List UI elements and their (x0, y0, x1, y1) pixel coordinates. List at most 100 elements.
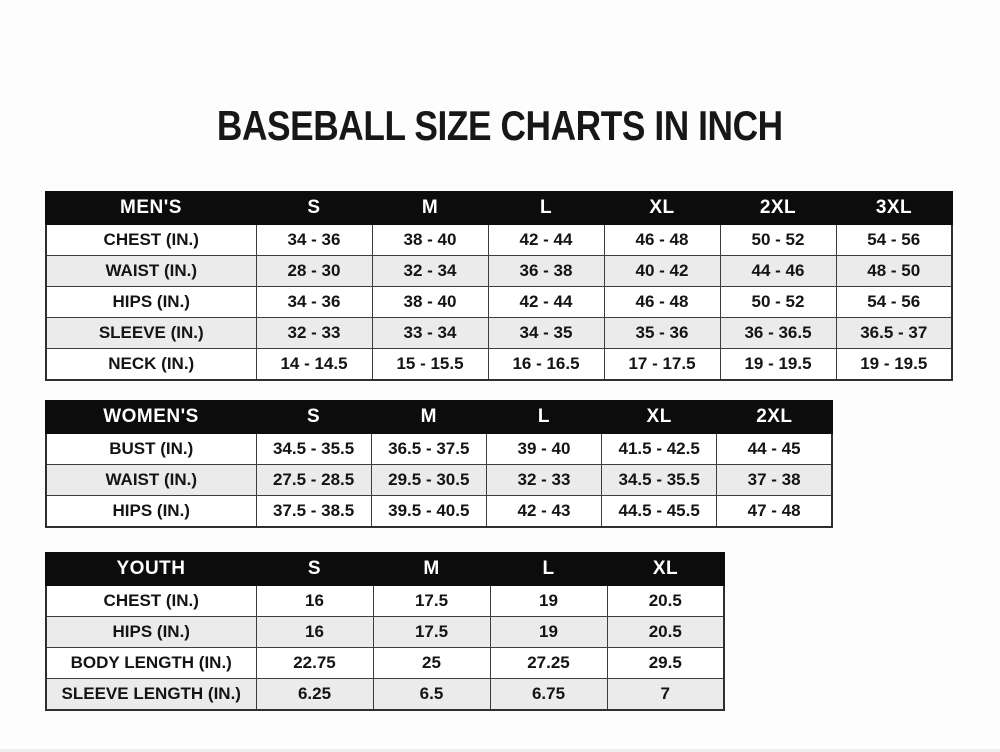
value-cell: 36.5 - 37.5 (370, 432, 487, 465)
value-cell: 36 - 38 (487, 255, 605, 287)
size-header-cell: S (255, 191, 373, 225)
value-cell: 15 - 15.5 (371, 348, 489, 381)
table-row: NECK (IN.) 14 - 14.5 15 - 15.5 16 - 16.5 17 … (45, 348, 953, 381)
value-cell: 27.25 (489, 647, 608, 679)
value-cell: 19 - 19.5 (835, 348, 953, 381)
value-cell: 54 - 56 (835, 286, 953, 318)
value-cell: 28 - 30 (255, 255, 373, 287)
size-header-cell: XL (603, 191, 721, 225)
mens-header-row: MEN'S S M L XL 2XL 3XL (45, 191, 953, 225)
size-header-cell: M (370, 400, 488, 434)
value-cell: 46 - 48 (603, 286, 721, 318)
row-label-cell: HIPS (IN.) (45, 495, 257, 528)
size-header-cell: L (489, 552, 608, 586)
table-row: HIPS (IN.) 37.5 - 38.5 39.5 - 40.5 42 - 43 4… (45, 495, 833, 528)
value-cell: 48 - 50 (835, 255, 953, 287)
mens-size-table: MEN'S S M L XL 2XL 3XL CHEST (IN.) 34 - 36 38 - 4… (45, 191, 953, 381)
table-row: CHEST (IN.) 34 - 36 38 - 40 42 - 44 46 - 48 5… (45, 223, 953, 256)
value-cell: 54 - 56 (835, 223, 953, 256)
table-row: SLEEVE (IN.) 32 - 33 33 - 34 34 - 35 35 - 36… (45, 317, 953, 349)
row-label-cell: BUST (IN.) (45, 432, 257, 465)
size-header-cell: M (372, 552, 491, 586)
value-cell: 42 - 44 (487, 286, 605, 318)
value-cell: 19 - 19.5 (719, 348, 837, 381)
table-row: HIPS (IN.) 16 17.5 19 20.5 (45, 616, 725, 648)
value-cell: 17.5 (372, 616, 491, 648)
row-label-cell: SLEEVE LENGTH (IN.) (45, 678, 257, 711)
table-row: CHEST (IN.) 16 17.5 19 20.5 (45, 584, 725, 617)
value-cell: 32 - 33 (485, 464, 603, 496)
youth-size-table: YOUTH S M L XL CHEST (IN.) 16 17.5 19 20.5 HIPS (I… (45, 552, 725, 711)
size-header-cell: L (487, 191, 605, 225)
value-cell: 29.5 (606, 647, 725, 679)
value-cell: 34 - 35 (487, 317, 605, 349)
value-cell: 37 - 38 (716, 464, 833, 496)
womens-table-title-cell: WOMEN'S (45, 400, 257, 434)
table-row: WAIST (IN.) 27.5 - 28.5 29.5 - 30.5 32 - 33… (45, 464, 833, 496)
table-row: SLEEVE LENGTH (IN.) 6.25 6.5 6.75 7 (45, 678, 725, 711)
value-cell: 38 - 40 (371, 223, 489, 256)
value-cell: 39.5 - 40.5 (370, 495, 487, 528)
womens-header-row: WOMEN'S S M L XL 2XL (45, 400, 834, 434)
row-label-cell: HIPS (IN.) (45, 616, 257, 648)
value-cell: 50 - 52 (719, 286, 837, 318)
page-title: BASEBALL SIZE CHARTS IN INCH (0, 102, 1000, 150)
size-header-cell: XL (600, 400, 718, 434)
value-cell: 36.5 - 37 (835, 317, 953, 349)
table-row: WAIST (IN.) 28 - 30 32 - 34 36 - 38 40 - 42 4… (45, 255, 953, 287)
youth-table-title-cell: YOUTH (45, 552, 257, 586)
size-header-cell: 2XL (719, 191, 837, 225)
value-cell: 22.75 (255, 647, 374, 679)
value-cell: 17.5 (372, 584, 491, 617)
value-cell: 35 - 36 (603, 317, 721, 349)
value-cell: 19 (489, 616, 608, 648)
row-label-cell: SLEEVE (IN.) (45, 317, 257, 349)
value-cell: 38 - 40 (371, 286, 489, 318)
size-header-cell: S (255, 552, 374, 586)
value-cell: 34 - 36 (255, 286, 373, 318)
value-cell: 47 - 48 (716, 495, 833, 528)
table-row: BUST (IN.) 34.5 - 35.5 36.5 - 37.5 39 - 40 4… (45, 432, 833, 465)
value-cell: 16 (255, 584, 374, 617)
size-header-cell: 3XL (835, 191, 953, 225)
value-cell: 14 - 14.5 (255, 348, 373, 381)
table-row: HIPS (IN.) 34 - 36 38 - 40 42 - 44 46 - 48 50… (45, 286, 953, 318)
row-label-cell: CHEST (IN.) (45, 223, 257, 256)
page-title-text: BASEBALL SIZE CHARTS IN INCH (217, 102, 783, 150)
value-cell: 46 - 48 (603, 223, 721, 256)
value-cell: 29.5 - 30.5 (370, 464, 487, 496)
value-cell: 17 - 17.5 (603, 348, 721, 381)
value-cell: 6.5 (372, 678, 491, 711)
value-cell: 32 - 34 (371, 255, 489, 287)
value-cell: 36 - 36.5 (719, 317, 837, 349)
value-cell: 19 (489, 584, 608, 617)
table-row: BODY LENGTH (IN.) 22.75 25 27.25 29.5 (45, 647, 725, 679)
size-header-cell: 2XL (715, 400, 834, 434)
value-cell: 41.5 - 42.5 (601, 432, 718, 465)
value-cell: 32 - 33 (255, 317, 373, 349)
value-cell: 27.5 - 28.5 (255, 464, 372, 496)
size-header-cell: M (371, 191, 489, 225)
value-cell: 44 - 46 (719, 255, 837, 287)
youth-header-row: YOUTH S M L XL (45, 552, 725, 586)
row-label-cell: WAIST (IN.) (45, 464, 257, 496)
value-cell: 37.5 - 38.5 (255, 495, 372, 528)
value-cell: 44 - 45 (716, 432, 833, 465)
value-cell: 20.5 (606, 584, 725, 617)
mens-table-title-cell: MEN'S (45, 191, 257, 225)
value-cell: 39 - 40 (485, 432, 603, 465)
size-header-cell: L (485, 400, 603, 434)
value-cell: 42 - 43 (485, 495, 603, 528)
value-cell: 7 (606, 678, 725, 711)
value-cell: 20.5 (606, 616, 725, 648)
value-cell: 50 - 52 (719, 223, 837, 256)
row-label-cell: WAIST (IN.) (45, 255, 257, 287)
value-cell: 42 - 44 (487, 223, 605, 256)
bottom-edge-artifact (0, 749, 1000, 752)
value-cell: 6.25 (255, 678, 374, 711)
value-cell: 16 (255, 616, 374, 648)
size-header-cell: S (254, 400, 373, 434)
value-cell: 34 - 36 (255, 223, 373, 256)
value-cell: 6.75 (489, 678, 608, 711)
